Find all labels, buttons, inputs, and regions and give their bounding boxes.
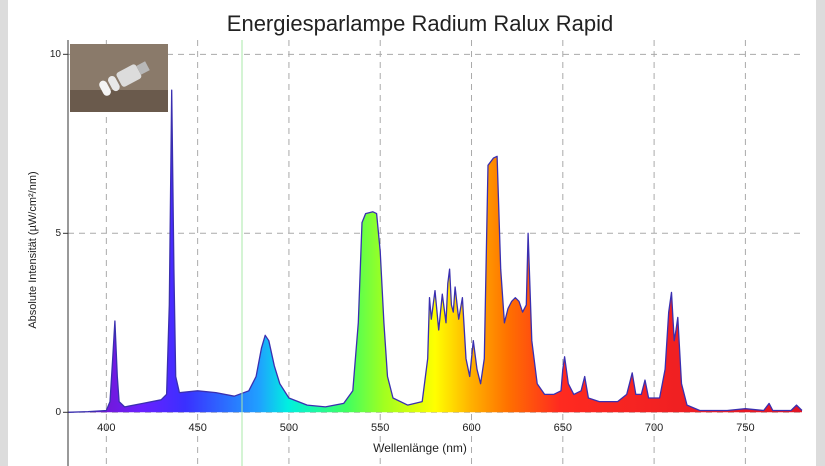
y-tick-label: 5 <box>55 228 61 239</box>
x-tick-label: 450 <box>188 422 206 434</box>
photo-shadow <box>70 90 168 112</box>
x-tick-label: 550 <box>371 422 389 434</box>
chart-title: Energiesparlampe Radium Ralux Rapid <box>227 11 613 36</box>
y-axis-label: Absolute Intensität (µW/cm²/nm) <box>27 171 39 328</box>
spectrum-fill <box>68 90 802 413</box>
x-tick-label: 650 <box>554 422 572 434</box>
x-tick-label: 500 <box>280 422 298 434</box>
plot-area: 0 5 10 400 450 500 550 600 650 700 750 <box>50 40 803 466</box>
x-tick-label: 700 <box>645 422 663 434</box>
x-tick-label: 750 <box>736 422 754 434</box>
spectrum-line <box>67 89 803 413</box>
lamp-photo <box>70 44 168 112</box>
y-tick-label: 0 <box>55 407 61 418</box>
lamp-icon <box>99 61 150 96</box>
x-tick-label: 600 <box>462 422 480 434</box>
x-axis-label: Wellenlänge (nm) <box>373 441 467 455</box>
y-tick-label: 10 <box>50 49 62 60</box>
x-tick-label: 400 <box>97 422 115 434</box>
